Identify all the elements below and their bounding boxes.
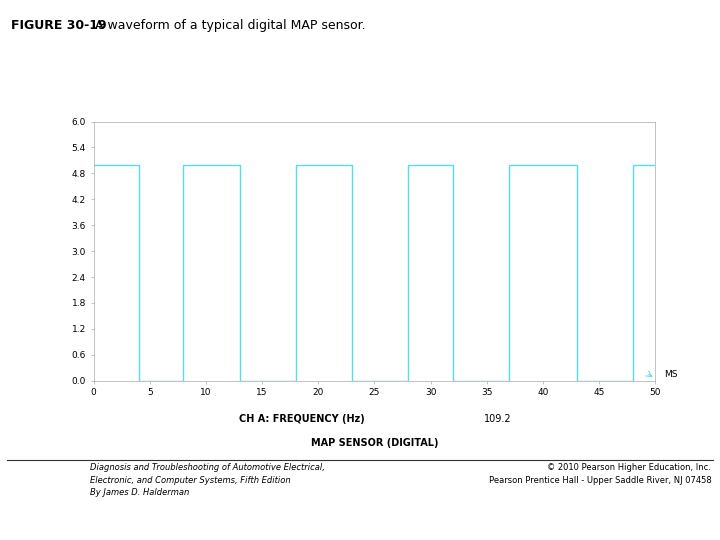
Text: MAP SENSOR (DIGITAL): MAP SENSOR (DIGITAL) bbox=[310, 438, 438, 448]
Text: A waveform of a typical digital MAP sensor.: A waveform of a typical digital MAP sens… bbox=[91, 19, 366, 32]
Text: PEARSON: PEARSON bbox=[21, 490, 69, 500]
Text: © 2010 Pearson Higher Education, Inc.
Pearson Prentice Hall - Upper Saddle River: © 2010 Pearson Higher Education, Inc. Pe… bbox=[489, 463, 711, 485]
Text: MS: MS bbox=[665, 370, 678, 379]
Text: 109.2: 109.2 bbox=[484, 414, 512, 424]
Text: Diagnosis and Troubleshooting of Automotive Electrical,
Electronic, and Computer: Diagnosis and Troubleshooting of Automot… bbox=[90, 463, 325, 497]
Text: FIGURE 30-19: FIGURE 30-19 bbox=[11, 19, 107, 32]
Text: CH A: FREQUENCY (Hz): CH A: FREQUENCY (Hz) bbox=[238, 414, 364, 424]
